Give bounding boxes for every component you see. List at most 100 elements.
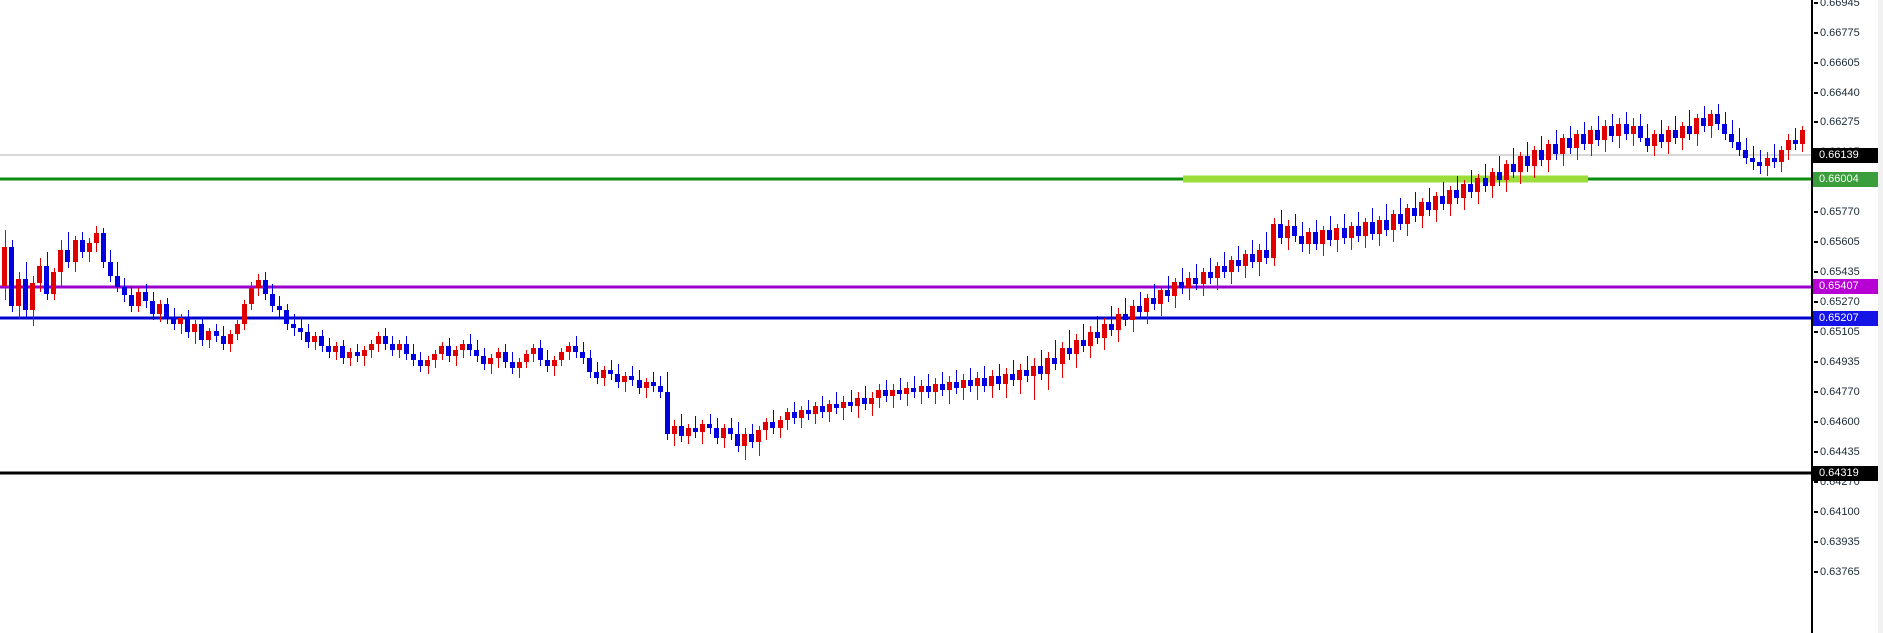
candle-body <box>242 304 247 324</box>
candle <box>785 408 790 430</box>
candle-body <box>580 352 585 358</box>
candle <box>1673 116 1678 144</box>
candle <box>693 416 698 438</box>
candle-body <box>1144 298 1149 312</box>
candle <box>1193 264 1198 290</box>
candle <box>834 392 839 414</box>
candle <box>1377 216 1382 246</box>
candle-body <box>785 412 790 420</box>
candle <box>312 332 317 350</box>
candle-body <box>425 360 430 366</box>
candle-body <box>1659 134 1664 142</box>
candle <box>1356 212 1361 242</box>
candle-body <box>404 344 409 354</box>
candle-body <box>792 412 797 418</box>
candle-body <box>1377 220 1382 234</box>
candle-body <box>869 398 874 404</box>
candle <box>926 374 931 398</box>
candle-body <box>919 386 924 392</box>
candle-body <box>1560 138 1565 154</box>
candle <box>1765 152 1770 176</box>
candle <box>1215 262 1220 290</box>
candle <box>1179 268 1184 294</box>
candle <box>799 406 804 428</box>
candle-body <box>594 372 599 378</box>
candle-body <box>1179 282 1184 288</box>
candle <box>305 324 310 348</box>
candle-body <box>1306 232 1311 244</box>
candle <box>58 240 63 286</box>
candle <box>742 428 747 460</box>
candle <box>1588 126 1593 156</box>
green-level-tag[interactable]: 0.66004 <box>1813 172 1883 187</box>
candle-body <box>94 233 99 243</box>
candle-body <box>862 398 867 404</box>
candle <box>1440 182 1445 210</box>
candle-body <box>1772 158 1777 162</box>
candle <box>1243 250 1248 278</box>
candle <box>326 338 331 358</box>
candle <box>1800 126 1805 152</box>
candle-body <box>799 410 804 418</box>
candle-body <box>693 428 698 432</box>
price-axis-tick: 0.63935 <box>1813 535 1860 549</box>
candlestick-canvas[interactable] <box>0 0 1811 633</box>
candle-body <box>1475 178 1480 192</box>
price-axis-tick-label: 0.64770 <box>1820 386 1860 398</box>
axis-scrollbar-gutter[interactable] <box>1878 0 1883 633</box>
price-axis-tick: 0.66775 <box>1813 26 1860 40</box>
candle <box>608 360 613 380</box>
candle-body <box>1405 208 1410 224</box>
candle-body <box>1490 172 1495 186</box>
candle <box>1461 180 1466 210</box>
price-axis[interactable]: 0.66945 0.66775 0.66605 0.66440 0.66275 0.661… <box>1811 0 1883 633</box>
candle <box>1313 220 1318 250</box>
candle-body <box>1729 134 1734 142</box>
candle <box>129 286 134 312</box>
candle-body <box>305 332 310 342</box>
candle <box>1659 120 1664 148</box>
candle <box>185 310 190 338</box>
black-level-tag[interactable]: 0.64319 <box>1813 466 1883 481</box>
candle-body <box>1342 228 1347 238</box>
last-price-tag[interactable]: 0.66139 <box>1813 148 1883 163</box>
candle-body <box>1172 282 1177 296</box>
candle-body <box>333 346 338 352</box>
tick-dash-icon <box>1814 511 1818 513</box>
candle-body <box>347 352 352 358</box>
candle-body <box>1334 228 1339 240</box>
candle-body <box>947 382 952 390</box>
candle <box>496 348 501 368</box>
candle-body <box>1017 370 1022 380</box>
price-axis-tick-label: 0.64100 <box>1820 506 1860 518</box>
candle-body <box>1673 130 1678 138</box>
candle <box>1334 224 1339 252</box>
candle <box>1052 340 1057 370</box>
candle-body <box>369 344 374 350</box>
candle-body <box>115 276 120 287</box>
candle-body <box>1130 306 1135 320</box>
candle <box>1088 326 1093 358</box>
candle-body <box>129 295 134 306</box>
purple-level-tag[interactable]: 0.65407 <box>1813 279 1883 294</box>
candle <box>728 418 733 440</box>
candle-body <box>1525 156 1530 166</box>
candle-body <box>432 354 437 360</box>
candle-body <box>996 376 1001 384</box>
candle-body <box>1433 196 1438 210</box>
chart-plot-area[interactable] <box>0 0 1811 633</box>
blue-level-tag[interactable]: 0.65207 <box>1813 311 1883 326</box>
candle <box>1031 358 1036 400</box>
candle <box>108 250 113 282</box>
tick-dash-icon <box>1814 271 1818 273</box>
candle-body <box>1722 124 1727 134</box>
candle-body <box>566 346 571 352</box>
candle <box>806 400 811 420</box>
candle-body <box>453 350 458 356</box>
price-axis-tick-label: 0.65270 <box>1820 296 1860 308</box>
candle <box>1624 112 1629 140</box>
candle-body <box>665 392 670 434</box>
candle <box>1497 156 1502 186</box>
candle <box>679 414 684 442</box>
candle-body <box>1426 202 1431 210</box>
